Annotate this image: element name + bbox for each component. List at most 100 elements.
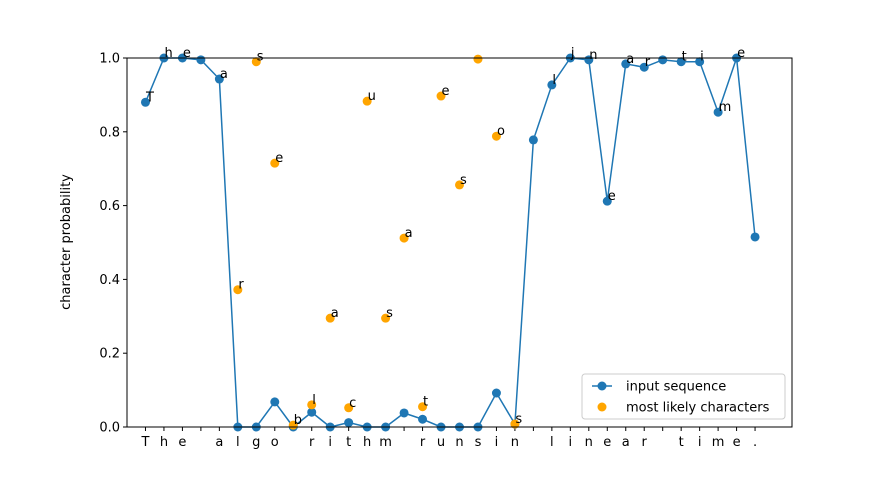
point-label: c	[349, 396, 356, 411]
x-tick-label: e	[603, 435, 611, 450]
x-tick-label: m	[379, 435, 392, 450]
x-tick-label: i	[698, 435, 702, 450]
y-tick-label: 0.4	[99, 273, 120, 288]
data-point	[436, 91, 446, 101]
legend-label: most likely characters	[626, 401, 770, 416]
point-label: e	[442, 84, 450, 99]
point-label: s	[257, 50, 264, 65]
data-point	[270, 397, 280, 407]
point-label: e	[608, 189, 616, 204]
x-tick-label: i	[569, 435, 573, 450]
legend: input sequence most likely characters	[581, 373, 786, 420]
data-point	[214, 74, 224, 84]
x-tick-label: T	[140, 435, 149, 450]
point-label: r	[238, 278, 244, 293]
point-label: t	[682, 50, 687, 65]
x-tick-label: r	[642, 435, 648, 450]
x-tick-label: l	[236, 435, 240, 450]
x-tick-label: m	[712, 435, 725, 450]
point-label: s	[386, 306, 393, 321]
x-tick-label: a	[622, 435, 630, 450]
y-axis-label: character probability	[59, 174, 74, 310]
legend-box	[581, 373, 786, 420]
y-tick-label: 0.8	[99, 125, 120, 140]
point-label: l	[552, 73, 556, 88]
data-point	[491, 131, 501, 141]
data-point	[140, 97, 150, 107]
x-tick-label: n	[455, 435, 463, 450]
x-tick-label: r	[309, 435, 315, 450]
point-label: l	[312, 393, 316, 408]
x-tick-label: u	[437, 435, 445, 450]
y-tick-label: 0.2	[99, 347, 120, 362]
point-label: o	[497, 124, 505, 139]
point-label: t	[423, 395, 428, 410]
data-point	[750, 232, 760, 242]
point-label: r	[645, 55, 651, 70]
data-point	[455, 180, 464, 190]
data-point	[307, 400, 317, 410]
data-point	[676, 57, 686, 67]
data-point	[602, 196, 612, 206]
x-tick-label: l	[550, 435, 554, 450]
point-label: T	[145, 90, 154, 105]
point-label: e	[275, 151, 283, 166]
y-tick-label: 0.6	[99, 199, 120, 214]
x-tick-label: t	[679, 435, 684, 450]
y-tick-label: 0.0	[99, 421, 120, 436]
y-tick-label: 1.0	[99, 52, 120, 67]
x-tick-label: a	[215, 435, 223, 450]
data-point	[418, 414, 428, 424]
plot-frame	[126, 57, 793, 428]
x-tick-label: r	[420, 435, 426, 450]
point-label: e	[737, 46, 745, 61]
data-point	[270, 158, 280, 168]
data-point	[695, 57, 705, 67]
x-tick-label: i	[328, 435, 332, 450]
data-point	[639, 62, 649, 72]
x-tick-label: o	[271, 435, 279, 450]
x-tick-label: e	[178, 435, 186, 450]
legend-marker	[597, 402, 607, 412]
point-label: u	[368, 89, 376, 104]
data-point	[713, 107, 723, 117]
x-tick-label: s	[475, 435, 482, 450]
x-tick-label: n	[585, 435, 593, 450]
data-point	[362, 96, 372, 106]
point-label: s	[460, 173, 467, 188]
x-tick-label: e	[733, 435, 741, 450]
point-label: e	[183, 46, 191, 61]
point-label: n	[589, 48, 597, 63]
data-point	[344, 418, 354, 428]
point-label: a	[405, 226, 413, 241]
point-label: a	[220, 67, 228, 82]
point-label: i	[700, 50, 704, 65]
point-label: s	[515, 412, 522, 427]
data-point	[233, 285, 243, 295]
data-point	[528, 135, 538, 145]
point-label: b	[294, 413, 302, 428]
x-tick-label: h	[160, 435, 168, 450]
data-point	[325, 313, 335, 323]
data-point	[251, 57, 261, 67]
point-label: h	[164, 46, 172, 61]
x-tick-label: h	[363, 435, 371, 450]
data-point	[510, 419, 520, 429]
data-point	[491, 388, 501, 398]
point-label: m	[719, 100, 732, 115]
data-point	[473, 54, 483, 64]
point-label: a	[331, 306, 339, 321]
data-point	[621, 59, 631, 69]
x-tick-label: t	[346, 435, 351, 450]
point-label: a	[626, 52, 634, 67]
data-point	[658, 55, 668, 65]
x-tick-label: .	[753, 435, 757, 450]
data-point	[196, 55, 206, 65]
data-point	[344, 403, 354, 413]
legend-marker	[597, 381, 607, 391]
series-line	[144, 57, 756, 429]
data-point	[547, 80, 557, 90]
x-tick-label: i	[495, 435, 499, 450]
x-tick-label: g	[252, 435, 260, 450]
